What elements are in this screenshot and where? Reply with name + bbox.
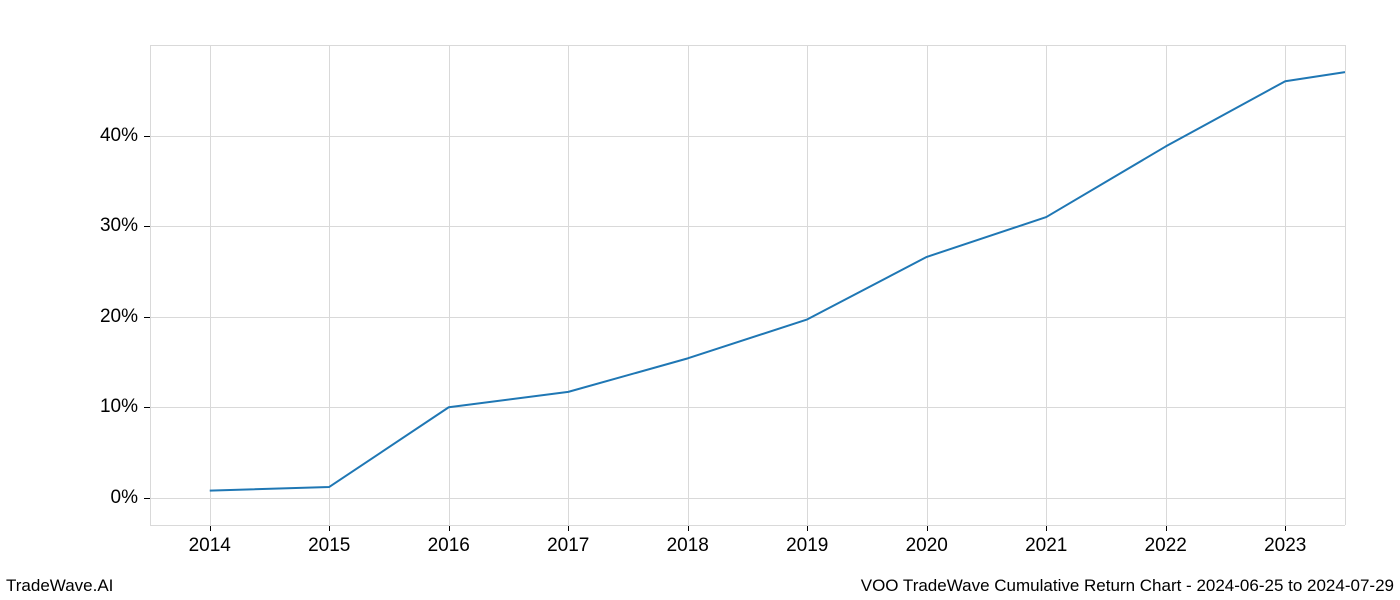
footer-caption: VOO TradeWave Cumulative Return Chart - … — [861, 576, 1394, 596]
y-tick-label: 40% — [100, 125, 138, 147]
data-line — [210, 72, 1345, 490]
footer-branding: TradeWave.AI — [6, 576, 113, 596]
y-tick-label: 10% — [100, 396, 138, 418]
plot-border — [150, 45, 1345, 46]
line-series — [0, 0, 1400, 600]
plot-border — [150, 525, 1345, 526]
y-tick-label: 20% — [100, 306, 138, 328]
plot-border — [1345, 45, 1346, 525]
x-tick-label: 2016 — [428, 535, 470, 557]
x-tick-label: 2023 — [1264, 535, 1306, 557]
plot-border — [150, 45, 151, 525]
x-tick-label: 2021 — [1025, 535, 1067, 557]
x-tick-label: 2018 — [667, 535, 709, 557]
x-tick-label: 2020 — [906, 535, 948, 557]
x-tick-label: 2019 — [786, 535, 828, 557]
y-tick-label: 0% — [111, 487, 138, 509]
x-tick-label: 2022 — [1145, 535, 1187, 557]
chart-container: TradeWave.AI VOO TradeWave Cumulative Re… — [0, 0, 1400, 600]
x-tick-label: 2014 — [189, 535, 231, 557]
x-tick-label: 2015 — [308, 535, 350, 557]
x-tick-label: 2017 — [547, 535, 589, 557]
y-tick-label: 30% — [100, 215, 138, 237]
